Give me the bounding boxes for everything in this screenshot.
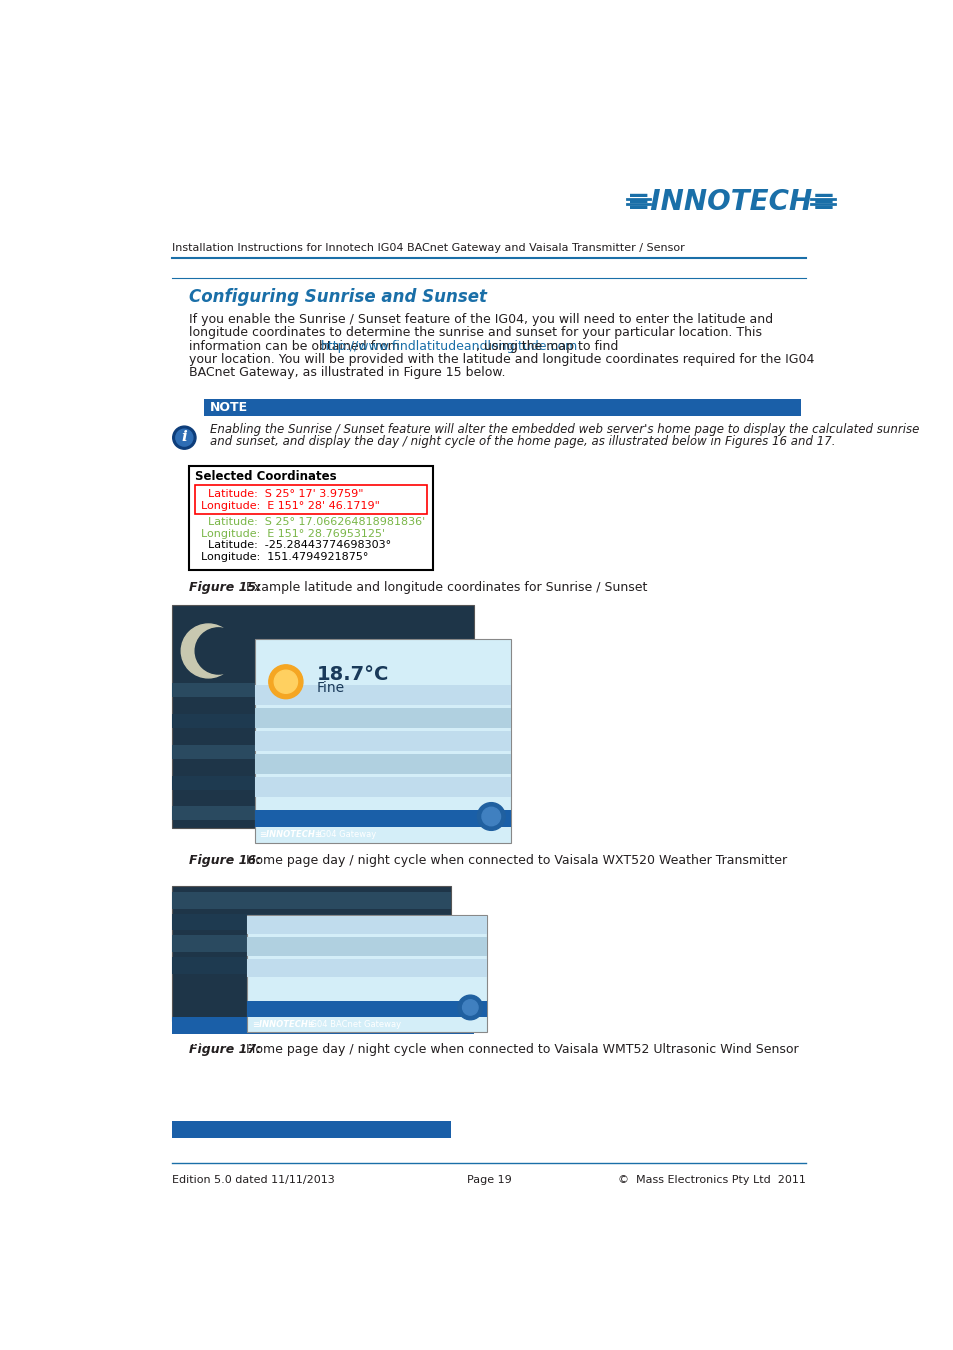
Circle shape [181,624,235,678]
Text: ≡INNOTECH≡: ≡INNOTECH≡ [259,830,322,840]
Circle shape [274,670,297,694]
FancyBboxPatch shape [172,1122,451,1138]
FancyBboxPatch shape [247,1002,487,1017]
Text: Installation Instructions for Innotech IG04 BACnet Gateway and Vaisala Transmitt: Installation Instructions for Innotech I… [172,243,684,254]
FancyBboxPatch shape [254,732,510,751]
FancyBboxPatch shape [172,892,451,909]
FancyBboxPatch shape [172,806,474,821]
Text: Home page day / night cycle when connected to Vaisala WXT520 Weather Transmitter: Home page day / night cycle when connect… [233,855,786,867]
Text: your location. You will be provided with the latitude and longitude coordinates : your location. You will be provided with… [189,352,814,366]
Text: Fine: Fine [316,680,345,695]
FancyBboxPatch shape [254,707,510,728]
FancyBboxPatch shape [247,915,487,934]
FancyBboxPatch shape [172,714,474,728]
FancyBboxPatch shape [172,683,474,697]
FancyBboxPatch shape [189,466,433,570]
Text: Figure 17:: Figure 17: [189,1042,261,1056]
Text: Enabling the Sunrise / Sunset feature will alter the embedded web server's home : Enabling the Sunrise / Sunset feature wi… [210,423,919,436]
Circle shape [175,429,193,446]
Text: IG04 BACnet Gateway: IG04 BACnet Gateway [307,1019,400,1029]
Text: Longitude:  E 151° 28.76953125': Longitude: E 151° 28.76953125' [201,529,385,539]
Text: Latitude:  S 25° 17' 3.9759": Latitude: S 25° 17' 3.9759" [208,489,363,500]
Text: IG04 BACnet Gateway: IG04 BACnet Gateway [233,1142,325,1152]
FancyBboxPatch shape [172,936,451,952]
Circle shape [269,664,303,699]
Text: i: i [181,429,187,444]
Text: Longitude:  E 151° 28' 46.1719": Longitude: E 151° 28' 46.1719" [201,501,380,512]
Text: IG04 BACnet Gateway: IG04 BACnet Gateway [233,1038,327,1048]
Text: Selected Coordinates: Selected Coordinates [195,470,336,483]
Text: IG04 Gateway: IG04 Gateway [316,830,375,840]
FancyBboxPatch shape [254,640,510,844]
FancyBboxPatch shape [254,755,510,774]
Text: 18.7°C: 18.7°C [316,664,389,683]
FancyBboxPatch shape [172,776,474,790]
Text: BACnet Gateway, as illustrated in Figure 15 below.: BACnet Gateway, as illustrated in Figure… [189,366,505,379]
Text: Edition 5.0 dated 11/11/2013: Edition 5.0 dated 11/11/2013 [172,1174,335,1185]
Text: If you enable the Sunrise / Sunset feature of the IG04, you will need to enter t: If you enable the Sunrise / Sunset featu… [189,313,772,327]
Text: Figure 15:: Figure 15: [189,580,261,594]
Text: Latitude:  S 25° 17.066264818981836': Latitude: S 25° 17.066264818981836' [208,517,425,528]
FancyBboxPatch shape [247,958,487,977]
Text: Longitude:  151.4794921875°: Longitude: 151.4794921875° [201,552,369,562]
Text: ≡INNOTECH≡: ≡INNOTECH≡ [176,1142,239,1152]
Circle shape [476,803,505,830]
Text: ≡INNOTECH≡: ≡INNOTECH≡ [626,188,835,216]
Text: , using the map to find: , using the map to find [476,340,618,352]
Text: Home page day / night cycle when connected to Vaisala WMT52 Ultrasonic Wind Sens: Home page day / night cycle when connect… [233,1042,798,1056]
FancyBboxPatch shape [172,886,451,1021]
Text: longitude coordinates to determine the sunrise and sunset for your particular lo: longitude coordinates to determine the s… [189,327,761,339]
Text: Example latitude and longitude coordinates for Sunrise / Sunset: Example latitude and longitude coordinat… [233,580,647,594]
Text: http://www.findlatitudeandlongitude.com: http://www.findlatitudeandlongitude.com [320,340,578,352]
Circle shape [457,995,482,1019]
FancyBboxPatch shape [172,957,451,973]
FancyBboxPatch shape [254,684,510,705]
Text: NOTE: NOTE [210,401,248,414]
Circle shape [481,807,500,826]
FancyBboxPatch shape [247,915,487,1033]
Text: information can be obtained from: information can be obtained from [189,340,403,352]
Circle shape [172,427,195,450]
Circle shape [195,628,241,674]
FancyBboxPatch shape [204,400,801,416]
FancyBboxPatch shape [172,605,474,828]
FancyBboxPatch shape [247,937,487,956]
FancyBboxPatch shape [172,1018,474,1034]
Text: Latitude:  -25.28443774698303°: Latitude: -25.28443774698303° [208,540,391,551]
FancyBboxPatch shape [195,485,427,514]
FancyBboxPatch shape [172,914,451,930]
Circle shape [462,1000,477,1015]
FancyBboxPatch shape [254,778,510,798]
Text: ≡INNOTECH≡: ≡INNOTECH≡ [176,1038,239,1048]
FancyBboxPatch shape [254,810,510,826]
Text: Page 19: Page 19 [466,1174,511,1185]
Text: Figure 16:: Figure 16: [189,855,261,867]
Text: ©  Mass Electronics Pty Ltd  2011: © Mass Electronics Pty Ltd 2011 [618,1174,805,1185]
Text: Configuring Sunrise and Sunset: Configuring Sunrise and Sunset [189,288,486,305]
Text: ≡INNOTECH≡: ≡INNOTECH≡ [252,1019,314,1029]
FancyBboxPatch shape [172,745,474,759]
Text: and sunset, and display the day / night cycle of the home page, as illustrated b: and sunset, and display the day / night … [210,435,835,448]
